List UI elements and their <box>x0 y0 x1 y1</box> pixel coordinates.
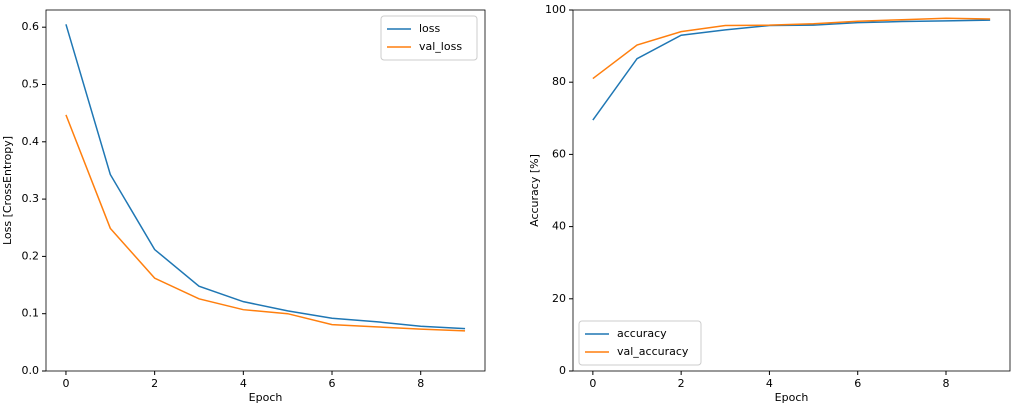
axes-frame <box>572 9 1011 372</box>
x-tick-label: 6 <box>854 377 861 390</box>
y-axis-label: Accuracy [%] <box>528 154 541 227</box>
x-tick-label: 0 <box>589 377 596 390</box>
y-tick-label: 60 <box>552 147 566 160</box>
legend-box <box>578 320 702 366</box>
y-tick-label: 20 <box>552 292 566 305</box>
legend-label: val_loss <box>419 40 462 53</box>
y-tick-label: 0.3 <box>22 192 40 205</box>
y-tick-label: 0.6 <box>22 20 40 33</box>
y-tick-label: 0.0 <box>22 364 40 377</box>
y-tick-label: 0.1 <box>22 307 40 320</box>
y-tick-label: 40 <box>552 220 566 233</box>
series-line <box>65 24 466 330</box>
x-tick-label: 4 <box>766 377 773 390</box>
x-tick-label: 0 <box>62 377 69 390</box>
y-tick-label: 0.5 <box>22 77 40 90</box>
y-tick-label: 0.2 <box>22 249 40 262</box>
y-tick-label: 100 <box>545 3 566 16</box>
y-axis-label: Loss [CrossEntropy] <box>1 136 14 245</box>
x-tick-label: 2 <box>678 377 685 390</box>
x-axis-label: Epoch <box>775 391 809 404</box>
series-line <box>592 19 991 121</box>
legend-label: val_accuracy <box>617 345 689 358</box>
legend-label: accuracy <box>617 327 667 340</box>
series-line <box>65 114 466 332</box>
x-tick-label: 8 <box>942 377 949 390</box>
x-tick-label: 2 <box>151 377 158 390</box>
x-tick-label: 4 <box>240 377 247 390</box>
y-tick-label: 0.4 <box>22 135 40 148</box>
series-line <box>592 17 991 80</box>
y-tick-label: 80 <box>552 75 566 88</box>
axes-frame <box>45 9 486 372</box>
legend-box <box>380 15 478 61</box>
legend-label: loss <box>419 22 441 35</box>
x-axis-label: Epoch <box>249 391 283 404</box>
x-tick-label: 8 <box>417 377 424 390</box>
x-tick-label: 6 <box>329 377 336 390</box>
y-tick-label: 0 <box>559 364 566 377</box>
